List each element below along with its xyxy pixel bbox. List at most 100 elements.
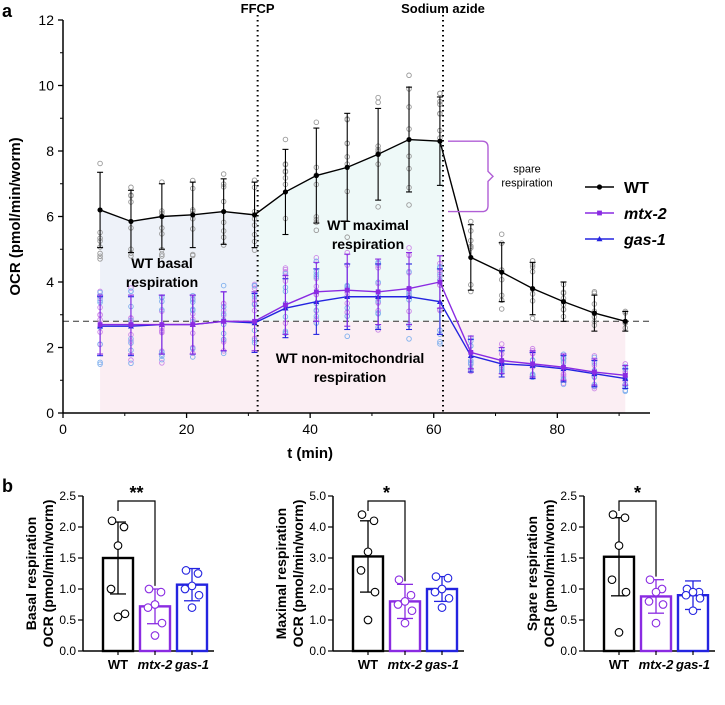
data-point-mtx-2 — [283, 302, 288, 308]
legend-label-gas-1: gas-1 — [623, 232, 666, 249]
maximal-shading — [257, 139, 444, 322]
replicate-point — [430, 587, 440, 597]
series-line-WT — [99, 138, 626, 322]
replicate-point — [344, 333, 350, 340]
x-tick-label: gas-1 — [424, 657, 459, 672]
replicate-point — [607, 575, 617, 585]
replicate-point — [282, 265, 289, 271]
replicate-point — [187, 603, 197, 612]
spare-bracket — [448, 140, 494, 213]
data-point-WT — [97, 207, 103, 213]
x-tick-label: 0 — [59, 421, 67, 437]
replicate-point — [97, 250, 103, 257]
annotation-line: WT basal — [131, 255, 192, 271]
replicate-point — [193, 569, 203, 578]
legend-label-WT: WT — [624, 180, 649, 197]
y-tick-label: 0.5 — [560, 613, 577, 627]
replicate-point — [106, 584, 116, 594]
data-point-WT — [128, 218, 134, 225]
reference-lines: FFCP Sodium azide — [63, 1, 650, 413]
data-point-WT — [190, 212, 196, 218]
annotation-line: spare — [513, 163, 541, 175]
replicate-point — [150, 631, 160, 640]
y-tick-label: 1.0 — [59, 582, 76, 596]
replicate-point — [97, 359, 103, 366]
replicate-point — [194, 590, 204, 600]
replicate-point — [393, 600, 403, 609]
y-tick-label: 0.0 — [59, 644, 76, 658]
annotation-line: WT maximal — [327, 217, 409, 233]
data-point-mtx-2 — [468, 350, 474, 355]
y-axis-label: OCR (pmol/min/worm) — [7, 137, 24, 295]
replicate-point — [621, 587, 631, 597]
replicate-point — [128, 184, 134, 191]
replicate-point — [97, 253, 103, 260]
replicate-point — [97, 361, 103, 367]
annotation-basal: WT basal respiration — [126, 255, 198, 290]
event-label-0: FFCP — [241, 1, 275, 16]
replicate-point — [688, 587, 698, 597]
x-tick-label: gas-1 — [675, 657, 710, 672]
data-point-WT — [499, 269, 505, 275]
replicate-point — [406, 245, 412, 251]
data-point-mtx-2 — [375, 289, 381, 295]
replicate-point — [313, 119, 320, 126]
significance-label: * — [383, 483, 390, 503]
replicate-point — [591, 353, 598, 359]
replicate-point — [695, 593, 705, 603]
data-point-mtx-2 — [313, 289, 319, 295]
data-point-WT — [437, 138, 443, 144]
replicate-point — [128, 357, 134, 363]
annotation-non-mito: WT non-mitochondrial respiration — [276, 350, 425, 385]
y-axis-label-line: Basal respiration — [23, 517, 39, 631]
x-tick-label: mtx-2 — [639, 657, 674, 672]
y-tick-label: 10 — [38, 78, 54, 94]
annotations: WT basal respiration WT maximal respiration… — [126, 140, 553, 385]
replicate-point — [498, 231, 505, 237]
replicate-point — [313, 227, 320, 233]
data-point-WT — [530, 285, 536, 292]
replicate-point — [120, 609, 130, 619]
y-tick-label: 8 — [46, 143, 54, 159]
replicate-point — [437, 603, 447, 612]
replicate-point — [313, 255, 320, 261]
replicate-point — [375, 94, 381, 101]
annotation-line: WT non-mitochondrial — [276, 350, 425, 366]
data-point-WT — [313, 172, 319, 179]
data-point-mtx-2 — [437, 279, 443, 285]
y-axis-label-line: Maximal respiration — [273, 508, 289, 640]
y-tick-label: 2.0 — [560, 520, 577, 534]
data-point-mtx-2 — [344, 287, 350, 293]
panel-label-a: a — [2, 1, 13, 21]
series-lines — [97, 86, 629, 389]
replicate-point — [407, 606, 417, 616]
replicate-point — [220, 171, 227, 177]
data-point-mtx-2 — [128, 322, 134, 327]
data-point-WT — [375, 151, 381, 157]
data-point-WT — [282, 189, 289, 195]
annotation-maximal: WT maximal respiration — [327, 217, 409, 252]
replicate-point — [363, 547, 373, 557]
data-point-WT — [344, 164, 350, 170]
data-point-mtx-2 — [406, 286, 412, 291]
basal-shading — [100, 209, 258, 322]
significance-bracket — [117, 500, 156, 586]
significance-bracket — [367, 500, 406, 582]
x-tick-label: gas-1 — [174, 657, 209, 672]
replicate-point — [128, 288, 134, 294]
y-tick-label: 1.5 — [560, 551, 577, 565]
legend: WT mtx-2 gas-1 — [585, 180, 667, 249]
annotation-line: respiration — [332, 236, 404, 252]
non-mitochondrial-shading — [100, 321, 626, 413]
x-tick-label: 20 — [179, 421, 195, 437]
legend-label-mtx-2: mtx-2 — [624, 206, 667, 223]
replicate-point — [282, 269, 289, 275]
replicate-point — [614, 541, 624, 550]
significance-label: ** — [129, 483, 143, 503]
significance-label: * — [634, 483, 641, 503]
y-tick-label: 12 — [38, 12, 54, 28]
replicate-point — [128, 253, 134, 259]
